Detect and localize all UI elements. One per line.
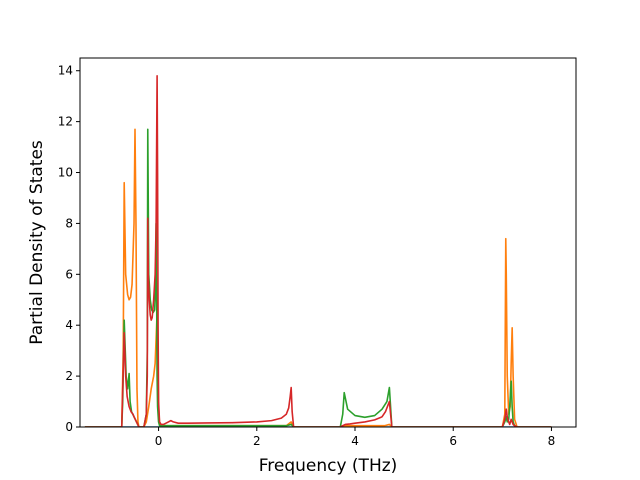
series-line-3 [84, 75, 552, 427]
y-axis-label: Partial Density of States [27, 140, 47, 345]
x-axis-ticks: 0 2 4 6 8 [155, 427, 556, 448]
y-tick-label-3: 6 [65, 267, 73, 281]
y-tick-label-0: 0 [65, 420, 73, 434]
y-tick-label-5: 10 [58, 166, 73, 180]
x-tick-label-4: 8 [548, 434, 556, 448]
series-layer [84, 75, 552, 427]
x-tick-label-0: 0 [155, 434, 163, 448]
y-axis-ticks: 0 2 4 6 8 10 12 14 [58, 64, 80, 434]
plot-frame [79, 57, 577, 428]
y-tick-label-7: 14 [58, 64, 73, 78]
y-tick-label-2: 4 [65, 318, 73, 332]
y-tick-label-6: 12 [58, 115, 73, 129]
y-tick-label-1: 2 [65, 369, 73, 383]
y-tick-label-4: 8 [65, 216, 73, 230]
x-tick-label-3: 6 [449, 434, 457, 448]
x-axis-label: Frequency (THz) [259, 456, 398, 476]
x-tick-label-1: 2 [253, 434, 261, 448]
x-tick-label-2: 4 [351, 434, 359, 448]
